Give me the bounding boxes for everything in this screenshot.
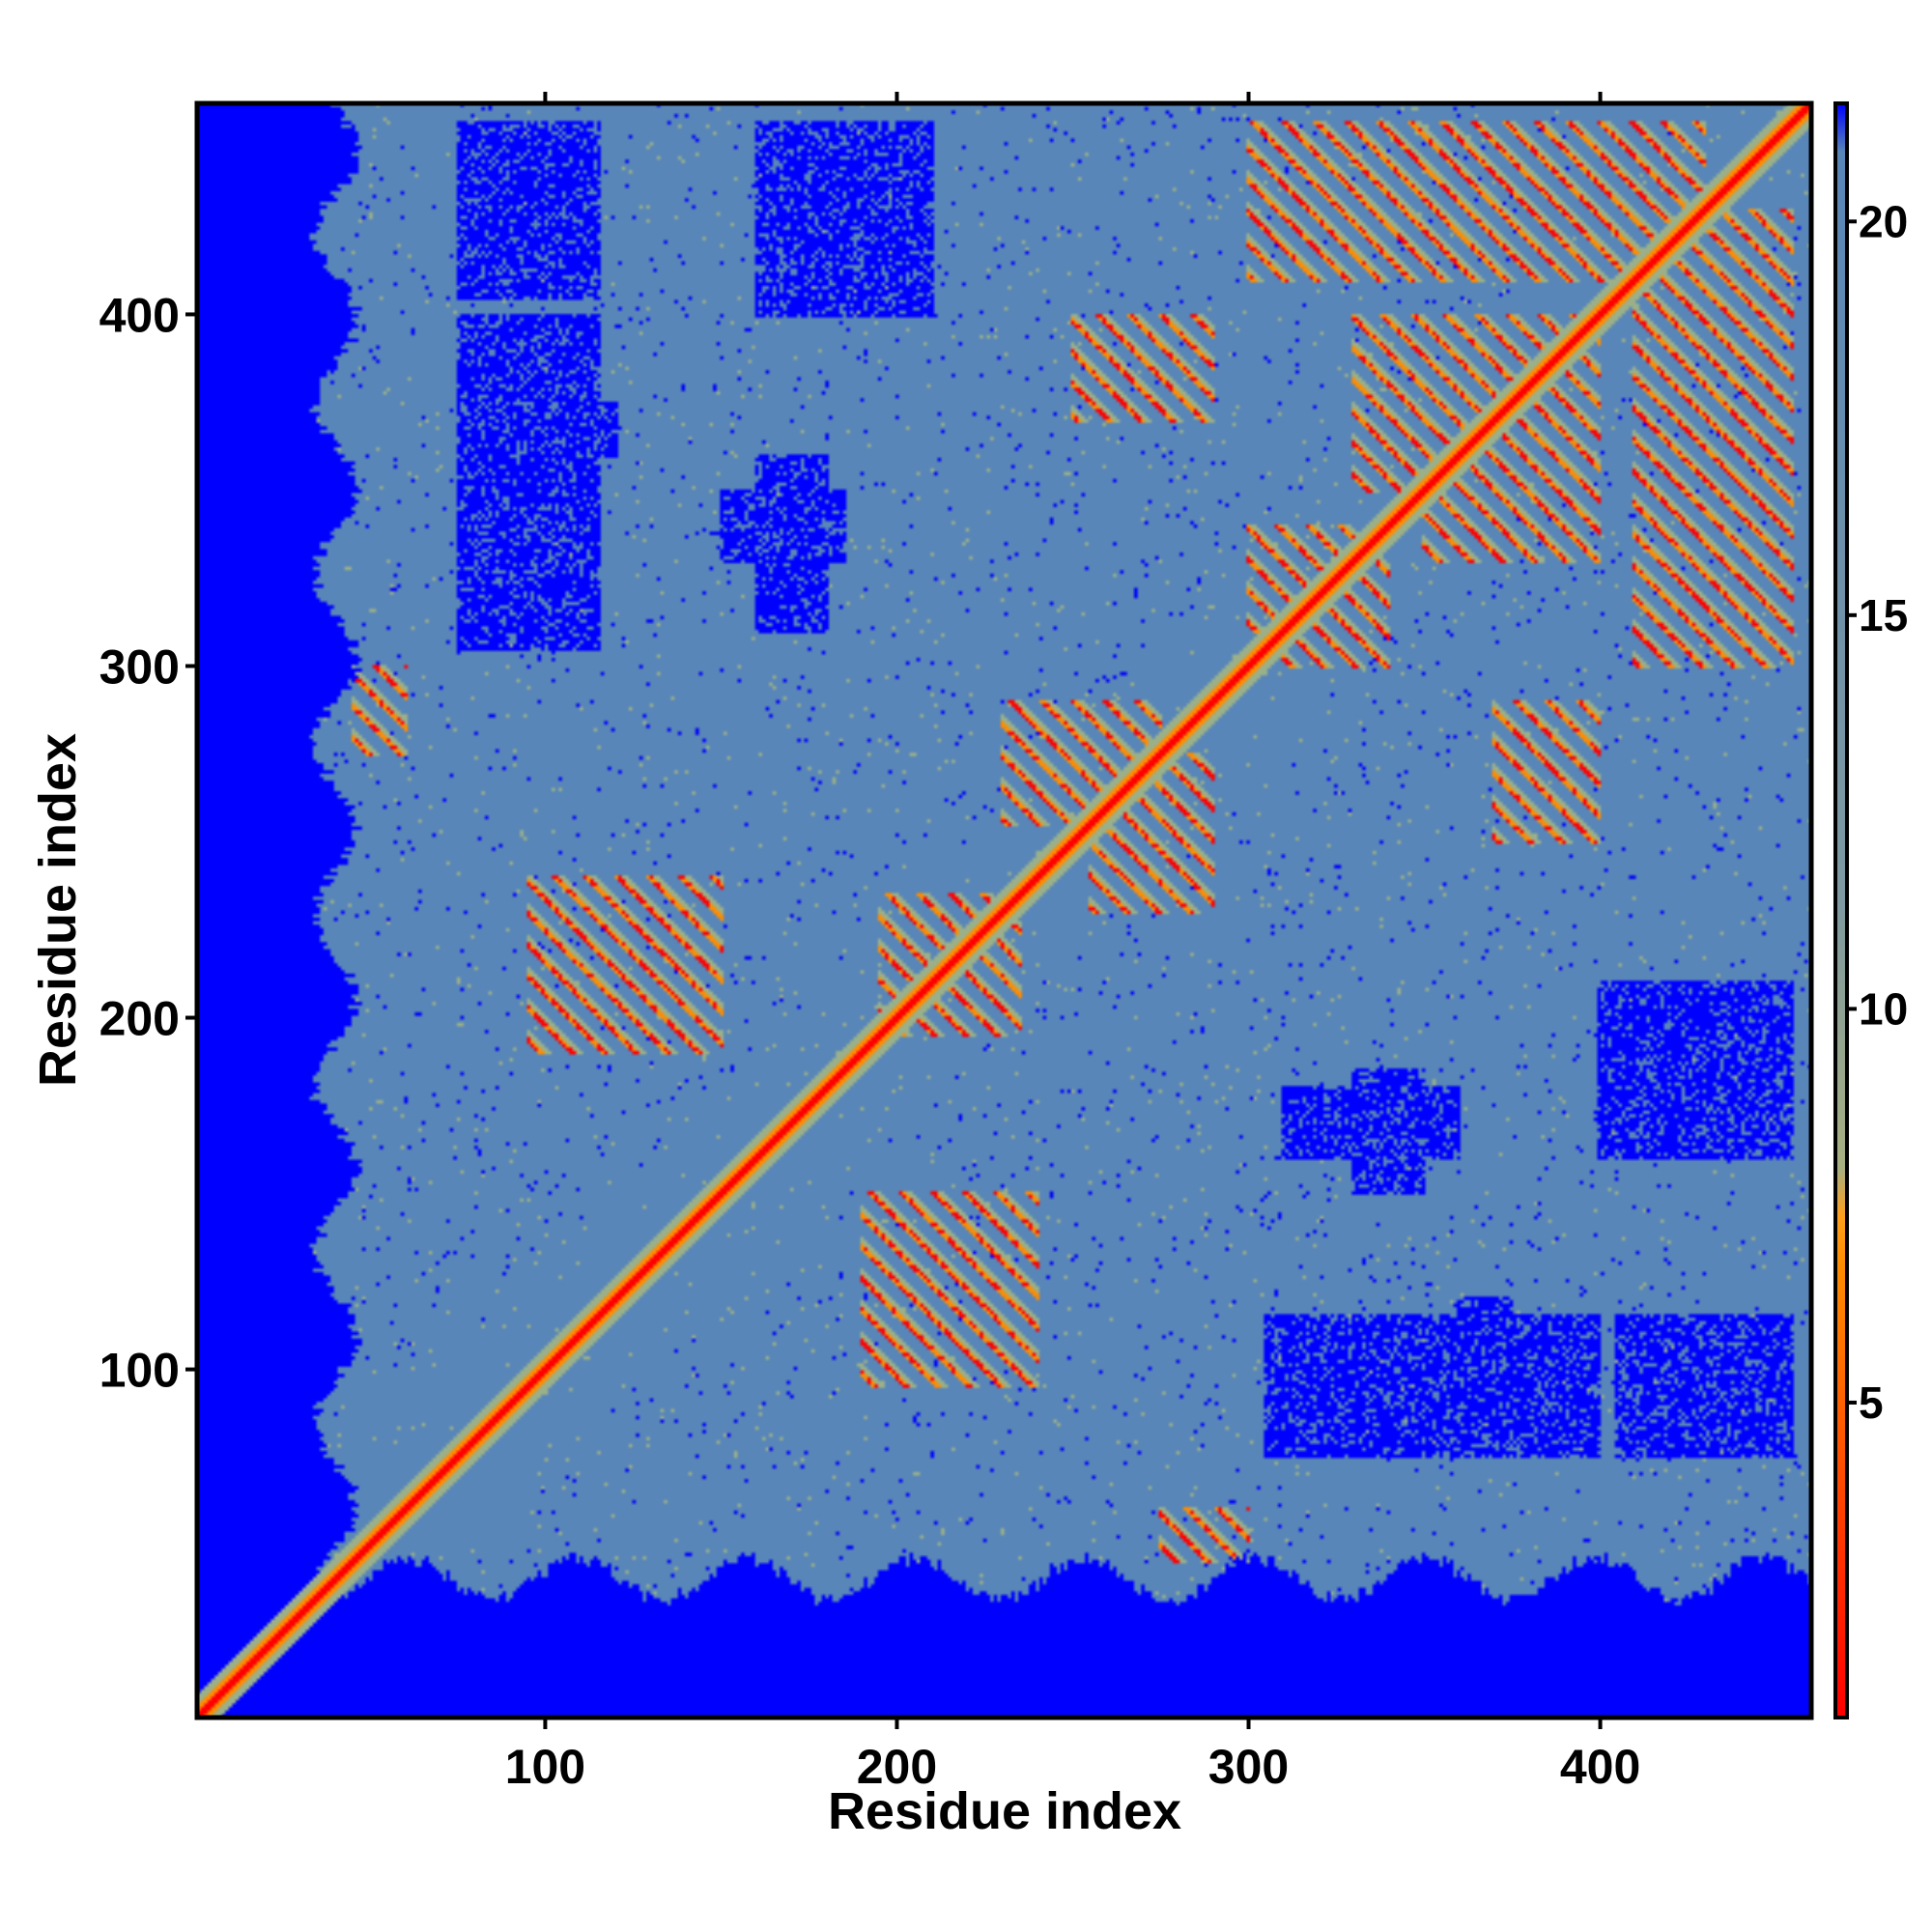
y-axis-title: Residue index — [29, 733, 87, 1087]
y-tick-label: 200 — [99, 992, 180, 1046]
y-tick-label: 300 — [99, 639, 180, 694]
y-axis-ticks: 100 200 300 400 — [99, 288, 197, 1398]
distance-heatmap — [197, 103, 1811, 1718]
colorbar-tick-label: 5 — [1859, 1378, 1884, 1428]
colorbar-tick-label: 15 — [1859, 590, 1908, 640]
x-tick-label: 100 — [505, 1740, 585, 1794]
x-tick-label: 300 — [1208, 1740, 1289, 1794]
x-tick-label: 200 — [857, 1740, 937, 1794]
x-axis-title: Residue index — [828, 1782, 1181, 1840]
colorbar-ticks: 5 10 15 20 — [1847, 196, 1908, 1428]
colorbar-tick-label: 10 — [1859, 983, 1908, 1034]
colorbar — [1833, 101, 1849, 1719]
colorbar-tick-label: 20 — [1859, 196, 1908, 246]
plot-frame — [194, 100, 1814, 1720]
x-axis-ticks: 100 200 300 400 — [505, 92, 1640, 1794]
y-tick-label: 100 — [99, 1344, 180, 1398]
y-tick-label: 400 — [99, 288, 180, 342]
x-tick-label: 400 — [1560, 1740, 1640, 1794]
